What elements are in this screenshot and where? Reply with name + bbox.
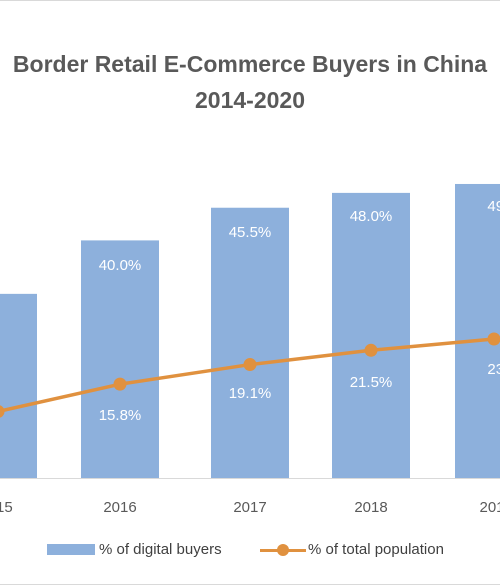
line-data-label-1: 15.8% bbox=[99, 407, 142, 424]
legend-item-total-population: % of total population bbox=[260, 541, 444, 558]
line-data-label-2: 19.1% bbox=[229, 385, 272, 402]
line-point-1 bbox=[114, 378, 127, 391]
legend-swatch-line bbox=[260, 543, 306, 557]
bar-data-label-3: 48.0% bbox=[350, 208, 393, 225]
legend-item-digital-buyers: % of digital buyers bbox=[47, 541, 222, 558]
line-data-label-3: 21.5% bbox=[350, 374, 393, 391]
line-point-4 bbox=[488, 333, 500, 346]
bar-data-label-2: 45.5% bbox=[229, 224, 272, 241]
legend-label-total-population: % of total population bbox=[308, 541, 444, 558]
bar-3 bbox=[332, 193, 410, 478]
chart-legend: % of digital buyers % of total populatio… bbox=[0, 535, 500, 563]
bar-4 bbox=[455, 184, 500, 478]
line-point-2 bbox=[244, 358, 257, 371]
bar-0 bbox=[0, 294, 37, 478]
x-tick-label-2: 2017 bbox=[233, 499, 266, 516]
x-tick-label-1: 2016 bbox=[103, 499, 136, 516]
x-tick-label-0: 2015 bbox=[0, 499, 13, 516]
legend-swatch-bar bbox=[47, 544, 95, 555]
legend-label-digital-buyers: % of digital buyers bbox=[99, 541, 222, 558]
x-tick-label-4: 201 bbox=[479, 499, 500, 516]
bar-2 bbox=[211, 208, 289, 478]
bar-1 bbox=[81, 240, 159, 478]
line-data-label-4: 23.4 bbox=[487, 361, 500, 378]
bar-data-label-1: 40.0% bbox=[99, 257, 142, 274]
line-point-3 bbox=[365, 344, 378, 357]
x-tick-label-3: 2018 bbox=[354, 499, 387, 516]
bar-data-label-4: 49.5 bbox=[487, 198, 500, 215]
